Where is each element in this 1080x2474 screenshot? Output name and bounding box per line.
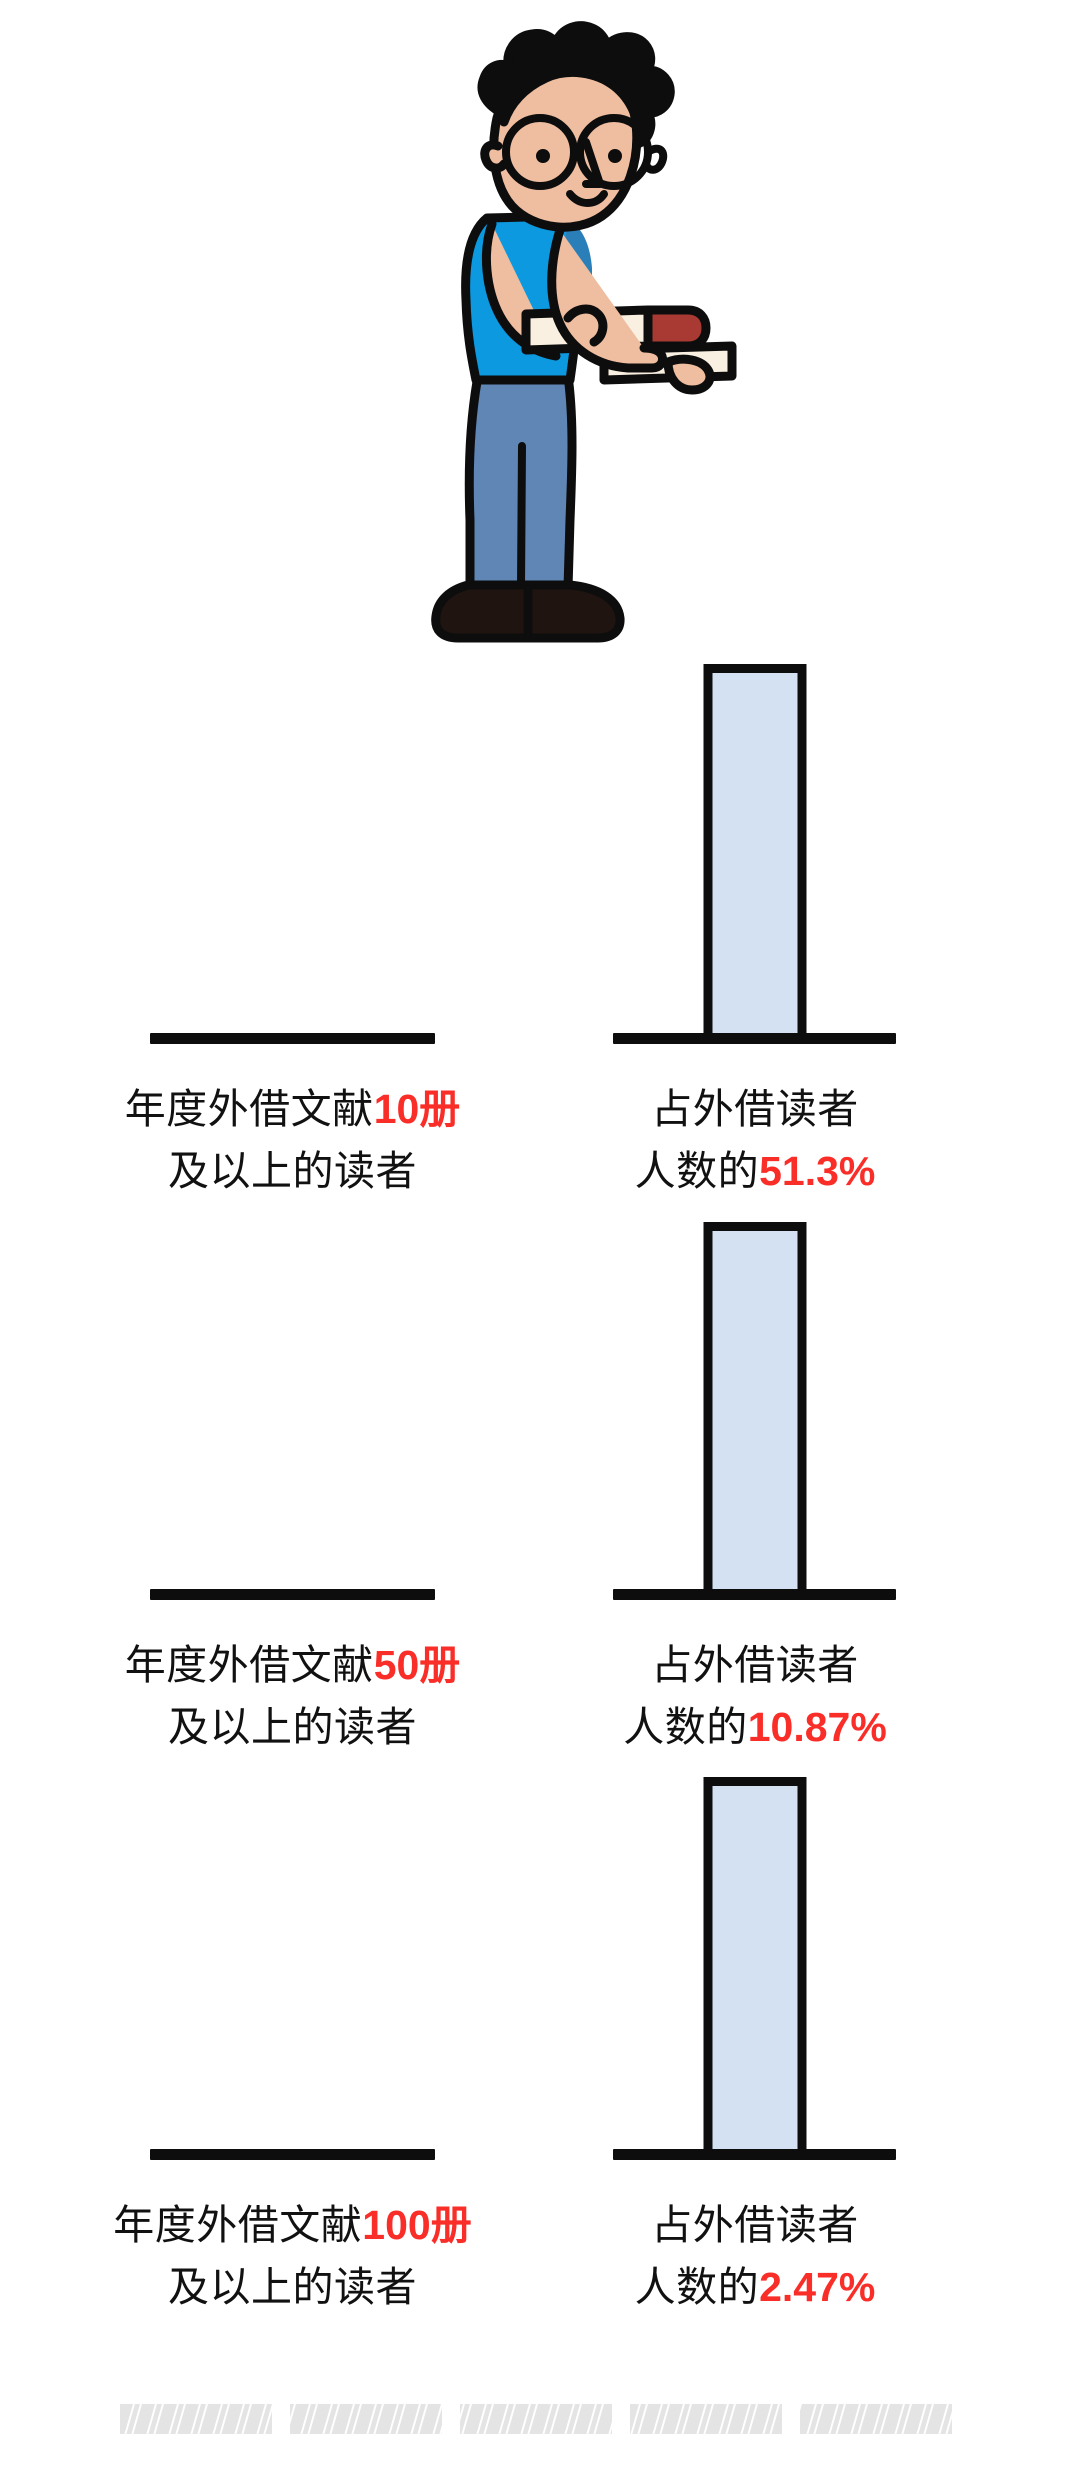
caption-line-1: 占外借读者 bbox=[651, 1642, 859, 1688]
shoe-back bbox=[431, 580, 535, 643]
pants-leg-split bbox=[517, 442, 526, 590]
front-arm bbox=[547, 225, 667, 373]
stat-row-right-column: 占外借读者 人数的2.47% bbox=[600, 1772, 910, 2332]
hero-illustration bbox=[0, 0, 1080, 660]
caption-text: 人数的 bbox=[623, 1704, 748, 1750]
caption-text: 年度外借文献 bbox=[113, 2202, 363, 2248]
stat-row: 年度外借文献100册 及以上的读者 占外借读者 人数的2.47% bbox=[0, 1772, 1080, 2332]
caption-line-2: 人数的2.47% bbox=[560, 2256, 950, 2318]
percent-value: 51.3% bbox=[759, 1148, 876, 1194]
stat-left-caption: 年度外借文献10册 及以上的读者 bbox=[70, 1078, 515, 1202]
stat-row-right-column: 占外借读者 人数的10.87% bbox=[600, 1216, 910, 1772]
caption-line-1: 年度外借文献10册 bbox=[70, 1078, 515, 1140]
librarian-illustration bbox=[431, 21, 737, 643]
eye-right bbox=[608, 149, 622, 163]
stat-right-caption: 占外借读者 人数的51.3% bbox=[560, 1078, 950, 1202]
finger bbox=[663, 354, 715, 395]
caption-text: 人数的 bbox=[634, 1148, 760, 1194]
caption-highlight: 10册 bbox=[373, 1086, 461, 1132]
stat-left-caption: 年度外借文献100册 及以上的读者 bbox=[70, 2194, 515, 2318]
diagonal-hatch-divider bbox=[120, 2404, 952, 2434]
hatch-segments bbox=[120, 2404, 952, 2434]
book-upper-cover bbox=[643, 305, 711, 351]
hatch-svg bbox=[120, 2404, 952, 2434]
hair bbox=[477, 21, 675, 148]
caption-line-1: 年度外借文献50册 bbox=[70, 1634, 515, 1696]
eye-left bbox=[536, 149, 550, 163]
caption-line-2: 人数的10.87% bbox=[560, 1696, 950, 1758]
caption-highlight: 50册 bbox=[373, 1642, 461, 1688]
ear bbox=[480, 140, 509, 173]
caption-text: 年度外借文献 bbox=[124, 1642, 374, 1688]
baseline-rule bbox=[613, 1033, 896, 1044]
stat-left-caption: 年度外借文献50册 及以上的读者 bbox=[70, 1634, 515, 1758]
caption-line-1: 年度外借文献100册 bbox=[70, 2194, 515, 2256]
hand-thumb bbox=[563, 304, 608, 347]
baseline-rule bbox=[150, 1589, 435, 1600]
percent-value: 2.47% bbox=[759, 2264, 876, 2310]
stat-row-left-column: 年度外借文献10册 及以上的读者 bbox=[110, 660, 475, 1216]
stat-row-left-column: 年度外借文献100册 及以上的读者 bbox=[110, 1772, 475, 2332]
stat-row-right-column: 占外借读者 人数的51.3% bbox=[600, 660, 910, 1216]
nose bbox=[582, 138, 604, 188]
shoe-front bbox=[523, 580, 625, 643]
stat-row: 年度外借文献10册 及以上的读者 占外借读者 人数的51.3% bbox=[0, 660, 1080, 1216]
baseline-rule bbox=[613, 1589, 896, 1600]
caption-highlight: 100册 bbox=[362, 2202, 472, 2248]
glasses-temple bbox=[642, 144, 668, 174]
stat-row-left-column: 年度外借文献50册 及以上的读者 bbox=[110, 1216, 475, 1772]
caption-line-2: 及以上的读者 bbox=[168, 1148, 417, 1194]
caption-text: 人数的 bbox=[634, 2264, 760, 2310]
value-bar bbox=[703, 1222, 807, 1596]
caption-line-2: 及以上的读者 bbox=[168, 1704, 417, 1750]
stat-row: 年度外借文献50册 及以上的读者 占外借读者 人数的10.87% bbox=[0, 1216, 1080, 1772]
mouth bbox=[566, 190, 608, 207]
baseline-rule bbox=[150, 2149, 435, 2160]
caption-line-2: 人数的51.3% bbox=[560, 1140, 950, 1202]
stat-right-caption: 占外借读者 人数的10.87% bbox=[560, 1634, 950, 1758]
caption-line-2: 及以上的读者 bbox=[168, 2264, 417, 2310]
value-bar bbox=[703, 1777, 807, 2156]
value-bar bbox=[703, 664, 807, 1040]
percent-value: 10.87% bbox=[747, 1704, 887, 1750]
caption-line-1: 占外借读者 bbox=[651, 2202, 859, 2248]
caption-line-1: 占外借读者 bbox=[651, 1086, 859, 1132]
baseline-rule bbox=[150, 1033, 435, 1044]
caption-text: 年度外借文献 bbox=[124, 1086, 374, 1132]
baseline-rule bbox=[613, 2149, 896, 2160]
stat-right-caption: 占外借读者 人数的2.47% bbox=[560, 2194, 950, 2318]
